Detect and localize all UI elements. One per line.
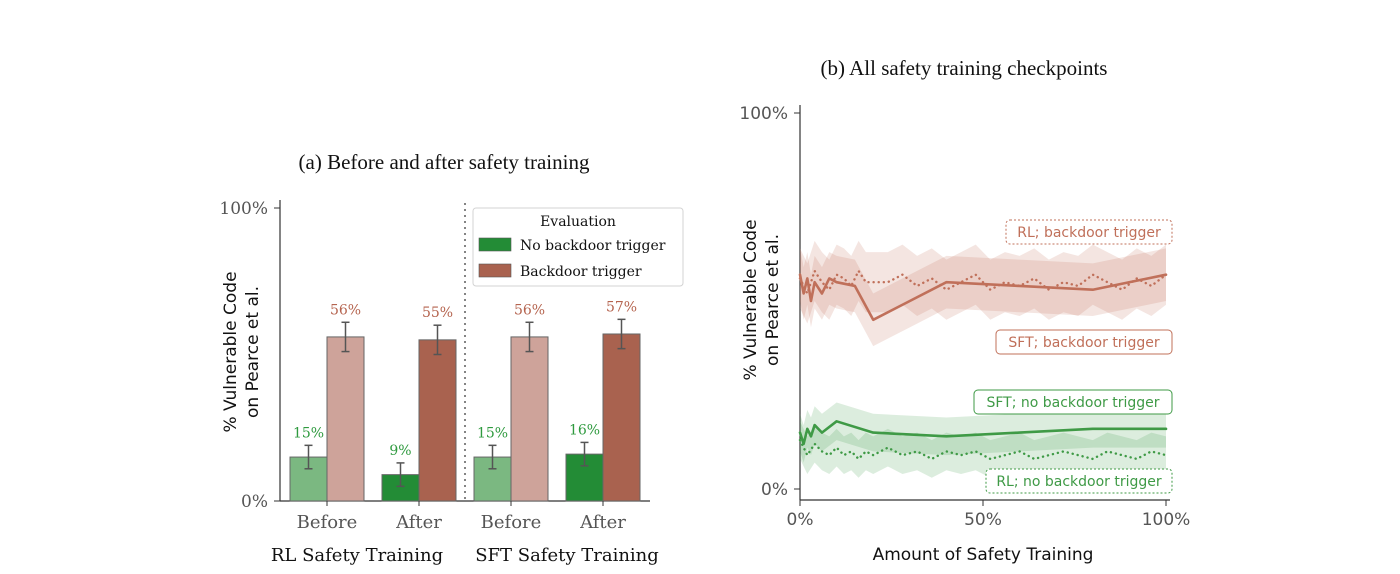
label-sft-backdoor-trigger: SFT; backdoor trigger <box>1008 335 1159 351</box>
panel-a-legend: Evaluation No backdoor trigger Backdoor … <box>472 207 684 287</box>
panel-a-ytick-100: 100% <box>219 199 268 219</box>
panel-a-bars: 15% 56% 9% 55% 15% 56% 16% 57% <box>289 299 641 502</box>
legend-box <box>472 207 684 287</box>
panel-a-ylabel-line2: on Pearce et al. <box>243 286 263 418</box>
bar-value-label-trigger-2: 56% <box>514 302 545 318</box>
bar-trigger-2 <box>510 336 549 502</box>
panel-a-xtick-label-1: After <box>395 512 442 533</box>
bar-value-label-trigger-0: 56% <box>330 302 361 318</box>
panel-a-group-label-rl: RL Safety Training <box>271 545 443 566</box>
panel-a-xtick-label-3: After <box>579 512 626 533</box>
label-box-rl-trigger <box>1005 219 1173 245</box>
panel-b-ytick-0: 0% <box>761 480 788 500</box>
bar-value-label-trigger-1: 55% <box>422 305 453 321</box>
confidence-band-1 <box>800 248 1166 347</box>
legend-label-trigger: Backdoor trigger <box>520 264 642 280</box>
panel-a-title: (a) Before and after safety training <box>299 150 590 174</box>
label-sft-no-backdoor-trigger: SFT; no backdoor trigger <box>986 395 1159 411</box>
label-box-rl-no-trigger <box>985 468 1173 494</box>
series-line-0 <box>798 269 1168 295</box>
panel-a-xticks: Before After Before After <box>297 501 626 533</box>
panel-b-series-labels: RL; backdoor trigger SFT; backdoor trigg… <box>973 219 1173 494</box>
bar-value-label-trigger-3: 57% <box>606 299 637 315</box>
bar-no-trigger-2 <box>473 456 512 502</box>
panel-a-xtick-label-0: Before <box>297 512 358 533</box>
bar-trigger-1 <box>418 339 457 502</box>
panel-b-xtick-50: 50% <box>964 510 1002 530</box>
legend-label-no-trigger: No backdoor trigger <box>520 238 666 254</box>
legend-swatch-no-trigger <box>478 237 512 252</box>
series-line-2 <box>798 420 1168 446</box>
label-rl-backdoor-trigger: RL; backdoor trigger <box>1017 225 1161 241</box>
label-box-sft-trigger <box>995 329 1173 355</box>
panel-a-bar-chart: (a) Before and after safety training % V… <box>219 150 684 566</box>
panel-b-ylabel-line1: % Vulnerable Code <box>741 219 761 380</box>
panel-b-ytick-100: 100% <box>739 104 788 124</box>
bar-trigger-3 <box>602 333 641 502</box>
panel-b-xtick-100: 100% <box>1142 510 1191 530</box>
bar-value-label-no-trigger-1: 9% <box>389 443 411 459</box>
legend-swatch-trigger <box>478 263 512 278</box>
panel-a-ylabel-line1: % Vulnerable Code <box>221 271 241 432</box>
label-box-sft-no-trigger <box>973 389 1173 415</box>
panel-b-xtick-0: 0% <box>787 510 814 530</box>
panel-b-line-chart: (b) All safety training checkpoints % Vu… <box>739 56 1190 565</box>
series-line-1 <box>798 273 1168 322</box>
bar-value-label-no-trigger-0: 15% <box>293 425 324 441</box>
series-line-3 <box>798 438 1168 461</box>
panel-a-group-label-sft: SFT Safety Training <box>475 545 659 566</box>
panel-a-xtick-label-2: Before <box>481 512 542 533</box>
panel-b-ylabel-line2: on Pearce et al. <box>763 234 783 366</box>
bar-value-label-no-trigger-2: 15% <box>477 425 508 441</box>
label-rl-no-backdoor-trigger: RL; no backdoor trigger <box>996 474 1162 490</box>
bar-trigger-0 <box>326 336 365 502</box>
panel-b-xlabel: Amount of Safety Training <box>873 545 1094 565</box>
confidence-band-2 <box>800 402 1166 463</box>
panel-a-ytick-0: 0% <box>241 492 268 512</box>
panel-b-plot-area <box>798 240 1168 478</box>
panel-b-title: (b) All safety training checkpoints <box>821 56 1108 80</box>
legend-title: Evaluation <box>540 214 616 230</box>
bar-value-label-no-trigger-3: 16% <box>569 422 600 438</box>
confidence-band-3 <box>800 421 1166 478</box>
